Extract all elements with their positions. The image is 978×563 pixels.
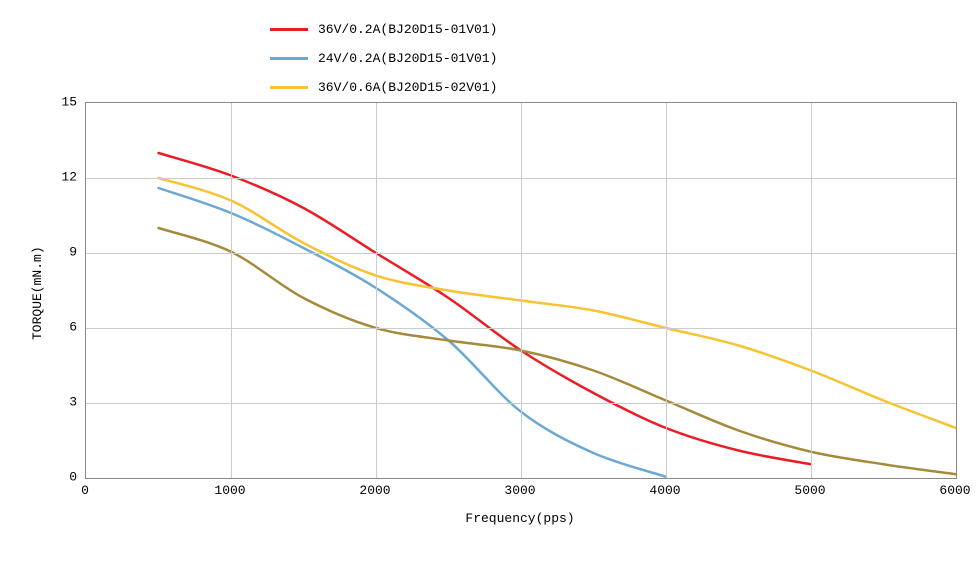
gridline-horizontal [86,328,956,329]
series-line [159,178,957,428]
legend-item: 36V/0.2A(BJ20D15-01V01) [270,22,497,37]
torque-frequency-chart: 36V/0.2A(BJ20D15-01V01) 24V/0.2A(BJ20D15-… [0,0,978,563]
x-tick-label: 5000 [794,483,825,498]
x-tick-label: 0 [81,483,89,498]
legend-label: 36V/0.6A(BJ20D15-02V01) [318,80,497,95]
y-tick-label: 9 [69,245,77,260]
y-tick-label: 3 [69,395,77,410]
gridline-vertical [231,103,232,478]
gridline-horizontal [86,178,956,179]
gridline-vertical [666,103,667,478]
x-tick-label: 2000 [359,483,390,498]
y-axis-label: TORQUE(mN.m) [30,246,45,340]
gridline-vertical [811,103,812,478]
series-line [159,153,812,464]
gridline-vertical [521,103,522,478]
legend-label: 36V/0.2A(BJ20D15-01V01) [318,22,497,37]
plot-area [85,102,957,479]
gridline-vertical [376,103,377,478]
legend-swatch [270,86,308,89]
x-tick-label: 1000 [214,483,245,498]
legend-swatch [270,57,308,60]
x-axis-label: Frequency(pps) [465,511,574,526]
gridline-horizontal [86,253,956,254]
x-tick-label: 6000 [939,483,970,498]
series-line [159,228,957,474]
gridline-horizontal [86,403,956,404]
x-tick-label: 4000 [649,483,680,498]
legend-label: 24V/0.2A(BJ20D15-01V01) [318,51,497,66]
legend-item: 36V/0.6A(BJ20D15-02V01) [270,80,497,95]
legend-swatch [270,28,308,31]
y-tick-label: 6 [69,320,77,335]
y-tick-label: 0 [69,470,77,485]
x-tick-label: 3000 [504,483,535,498]
y-tick-label: 15 [61,95,77,110]
y-tick-label: 12 [61,170,77,185]
series-line [159,188,667,477]
legend-item: 24V/0.2A(BJ20D15-01V01) [270,51,497,66]
